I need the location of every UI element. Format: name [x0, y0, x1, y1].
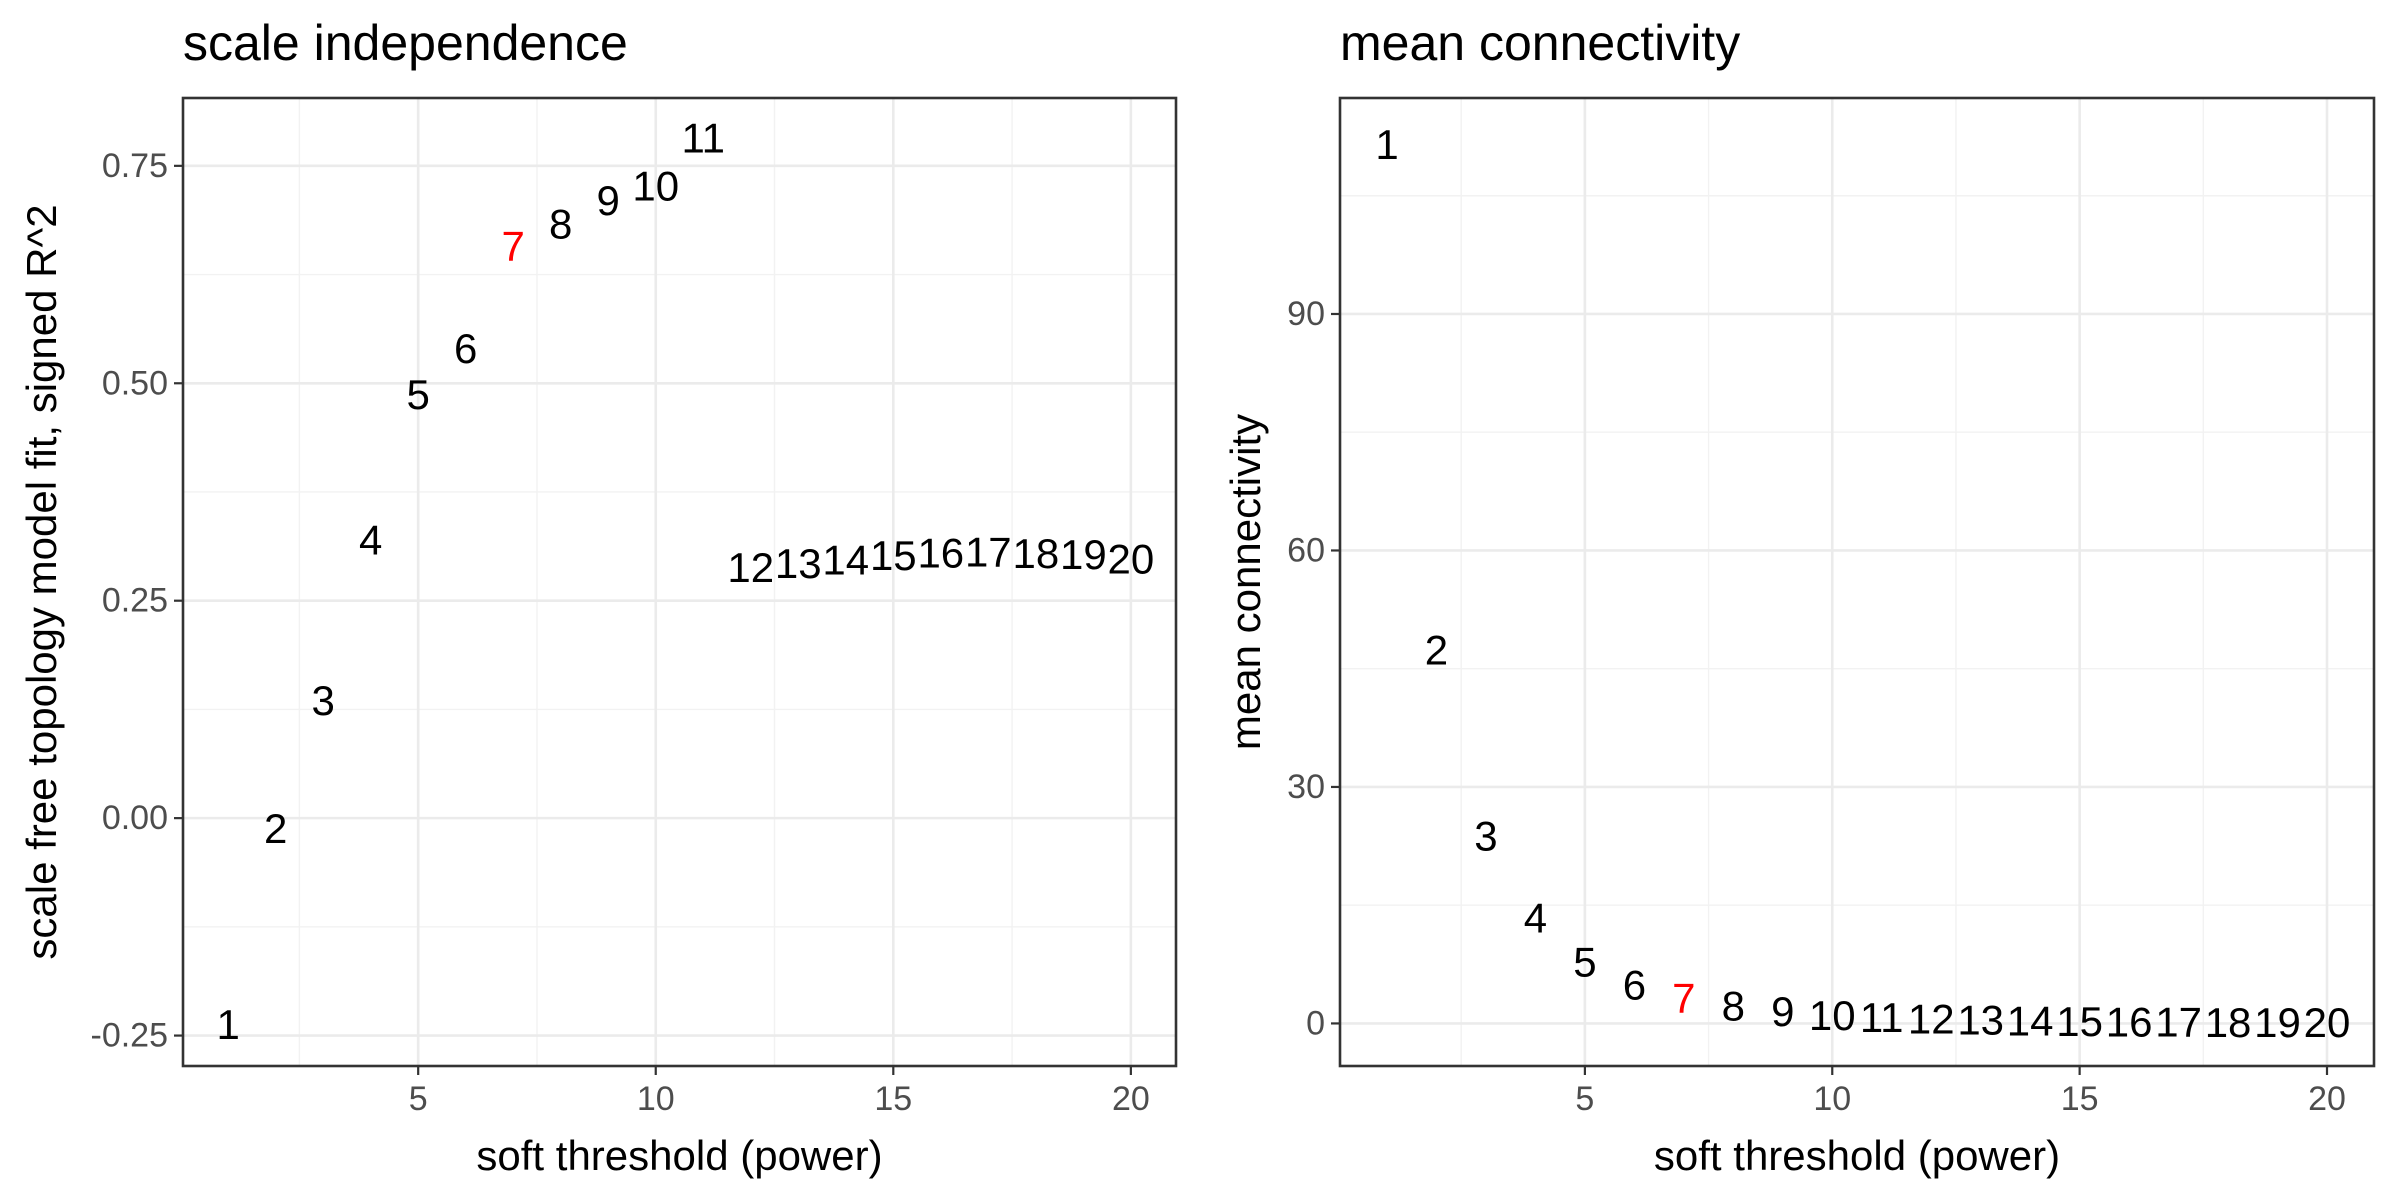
point-label-16: 16 — [2106, 998, 2153, 1045]
point-label-10: 10 — [1809, 992, 1856, 1039]
point-label-17: 17 — [2155, 999, 2202, 1046]
point-label-12: 12 — [1908, 996, 1955, 1043]
panel-title: mean connectivity — [1340, 15, 1740, 71]
x-tick-label: 20 — [2308, 1080, 2346, 1118]
point-label-7: 7 — [1672, 975, 1695, 1022]
point-label-3: 3 — [311, 677, 334, 724]
point-label-13: 13 — [775, 540, 822, 587]
point-label-11: 11 — [681, 115, 725, 162]
point-label-15: 15 — [2056, 998, 2103, 1045]
point-label-8: 8 — [1722, 983, 1745, 1030]
point-label-20: 20 — [1108, 535, 1155, 582]
point-label-12: 12 — [727, 544, 774, 591]
x-axis-title: soft threshold (power) — [476, 1132, 882, 1179]
point-label-4: 4 — [1524, 894, 1547, 941]
point-label-5: 5 — [1573, 938, 1596, 985]
point-label-6: 6 — [454, 325, 477, 372]
y-tick-label: 90 — [1287, 295, 1325, 333]
point-label-1: 1 — [216, 1001, 239, 1048]
x-tick-label: 15 — [2061, 1080, 2099, 1118]
point-label-9: 9 — [597, 177, 620, 224]
point-label-7: 7 — [502, 222, 525, 269]
point-label-8: 8 — [549, 201, 572, 248]
x-tick-label: 5 — [409, 1080, 428, 1118]
plot-frame — [1338, 96, 2376, 1068]
point-label-2: 2 — [264, 805, 287, 852]
x-tick-label: 20 — [1112, 1080, 1150, 1118]
x-tick-label: 10 — [637, 1080, 675, 1118]
point-label-17: 17 — [965, 528, 1012, 575]
plot-frame — [181, 96, 1178, 1068]
y-tick-label: 0 — [1306, 1004, 1325, 1042]
point-label-18: 18 — [2205, 999, 2252, 1046]
y-tick-label: -0.25 — [91, 1017, 169, 1055]
point-label-2: 2 — [1425, 626, 1448, 673]
y-axis-title: scale free topology model fit, signed R^… — [18, 204, 65, 959]
point-label-16: 16 — [917, 529, 964, 576]
point-label-3: 3 — [1474, 812, 1497, 859]
point-label-15: 15 — [870, 532, 917, 579]
point-label-13: 13 — [1957, 997, 2004, 1044]
point-label-10: 10 — [632, 162, 679, 209]
x-axis-title: soft threshold (power) — [1654, 1132, 2060, 1179]
panel-scale-independence: scale independence 5 10 15 20-0.250.000.250… — [18, 15, 1178, 1179]
point-label-11: 11 — [1860, 994, 1904, 1041]
point-label-1: 1 — [1375, 121, 1398, 168]
point-label-19: 19 — [2254, 999, 2301, 1046]
x-tick-label: 15 — [874, 1080, 912, 1118]
y-tick-label: 0.00 — [102, 799, 168, 837]
y-tick-label: 30 — [1287, 768, 1325, 806]
point-label-19: 19 — [1060, 531, 1107, 578]
x-tick-label: 10 — [1813, 1080, 1851, 1118]
point-label-5: 5 — [407, 371, 430, 418]
y-axis-title: mean connectivity — [1222, 414, 1269, 750]
y-tick-label: 0.50 — [102, 364, 168, 402]
point-label-18: 18 — [1012, 530, 1059, 577]
y-tick-label: 0.75 — [102, 147, 168, 185]
point-label-6: 6 — [1623, 961, 1646, 1008]
point-label-20: 20 — [2304, 999, 2351, 1046]
x-tick-label: 5 — [1575, 1080, 1594, 1118]
panel-title: scale independence — [183, 15, 628, 71]
point-label-9: 9 — [1771, 988, 1794, 1035]
y-tick-label: 60 — [1287, 531, 1325, 569]
point-label-4: 4 — [359, 516, 382, 563]
point-label-14: 14 — [2007, 997, 2054, 1044]
y-tick-label: 0.25 — [102, 582, 168, 620]
point-label-14: 14 — [822, 536, 869, 583]
